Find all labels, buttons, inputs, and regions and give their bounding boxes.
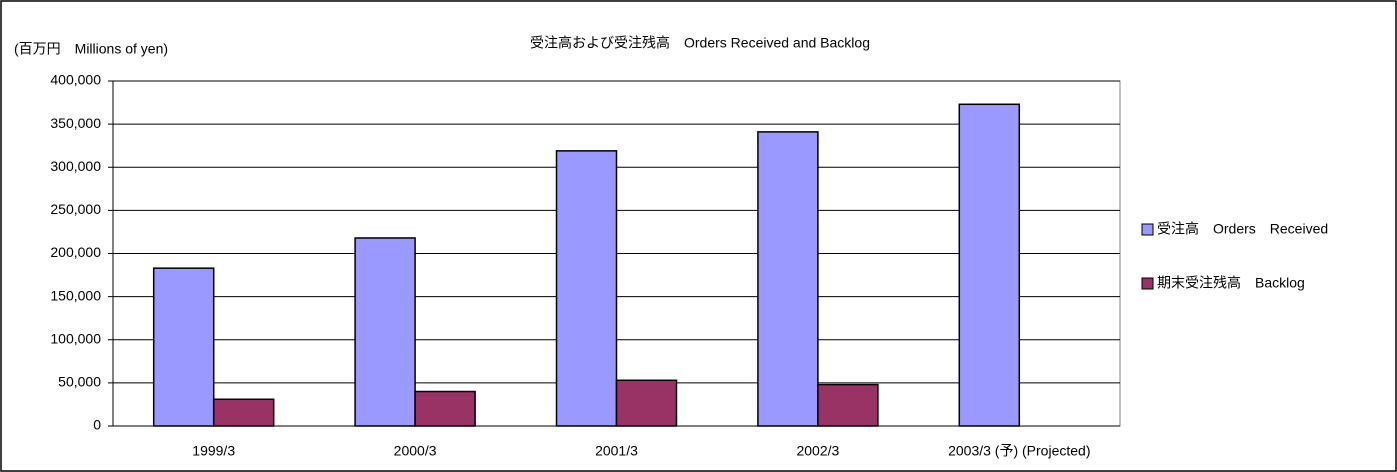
legend-label: 期末受注残高 Backlog	[1157, 275, 1305, 291]
y-tick-label: 400,000	[50, 72, 101, 88]
bar	[354, 237, 416, 427]
bar	[817, 383, 879, 427]
bar	[958, 103, 1021, 427]
bar	[152, 267, 215, 427]
legend-swatch	[1141, 223, 1154, 236]
y-tick-label: 0	[93, 417, 101, 433]
legend-swatch	[1141, 277, 1154, 290]
bar	[414, 390, 476, 427]
x-tick-label: 2000/3	[394, 443, 437, 459]
y-tick-label: 350,000	[50, 115, 101, 131]
x-tick-label: 2002/3	[796, 443, 839, 459]
x-tick-label: 2003/3 (予) (Projected)	[948, 443, 1090, 459]
y-tick-label: 250,000	[50, 201, 101, 217]
bar	[757, 131, 819, 427]
legend-label: 受注高 Orders Received	[1157, 221, 1328, 237]
bar	[615, 379, 678, 427]
y-tick-label: 100,000	[50, 330, 101, 346]
y-tick-label: 50,000	[58, 374, 101, 390]
chart-title: 受注高および受注残高 Orders Received and Backlog	[530, 35, 870, 51]
x-tick-label: 1999/3	[192, 443, 235, 459]
y-tick-label: 300,000	[50, 158, 101, 174]
bar	[555, 150, 618, 427]
bar	[212, 398, 275, 427]
x-tick-label: 2001/3	[595, 443, 638, 459]
y-tick-label: 150,000	[50, 287, 101, 303]
y-axis-label: (百万円 Millions of yen)	[14, 41, 168, 57]
y-tick-label: 200,000	[50, 244, 101, 260]
